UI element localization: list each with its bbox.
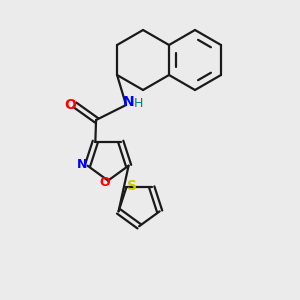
Text: O: O (64, 98, 76, 112)
Text: N: N (123, 95, 135, 109)
Text: S: S (127, 179, 137, 193)
Text: O: O (99, 176, 110, 190)
Text: H: H (134, 97, 143, 110)
Text: N: N (77, 158, 87, 171)
